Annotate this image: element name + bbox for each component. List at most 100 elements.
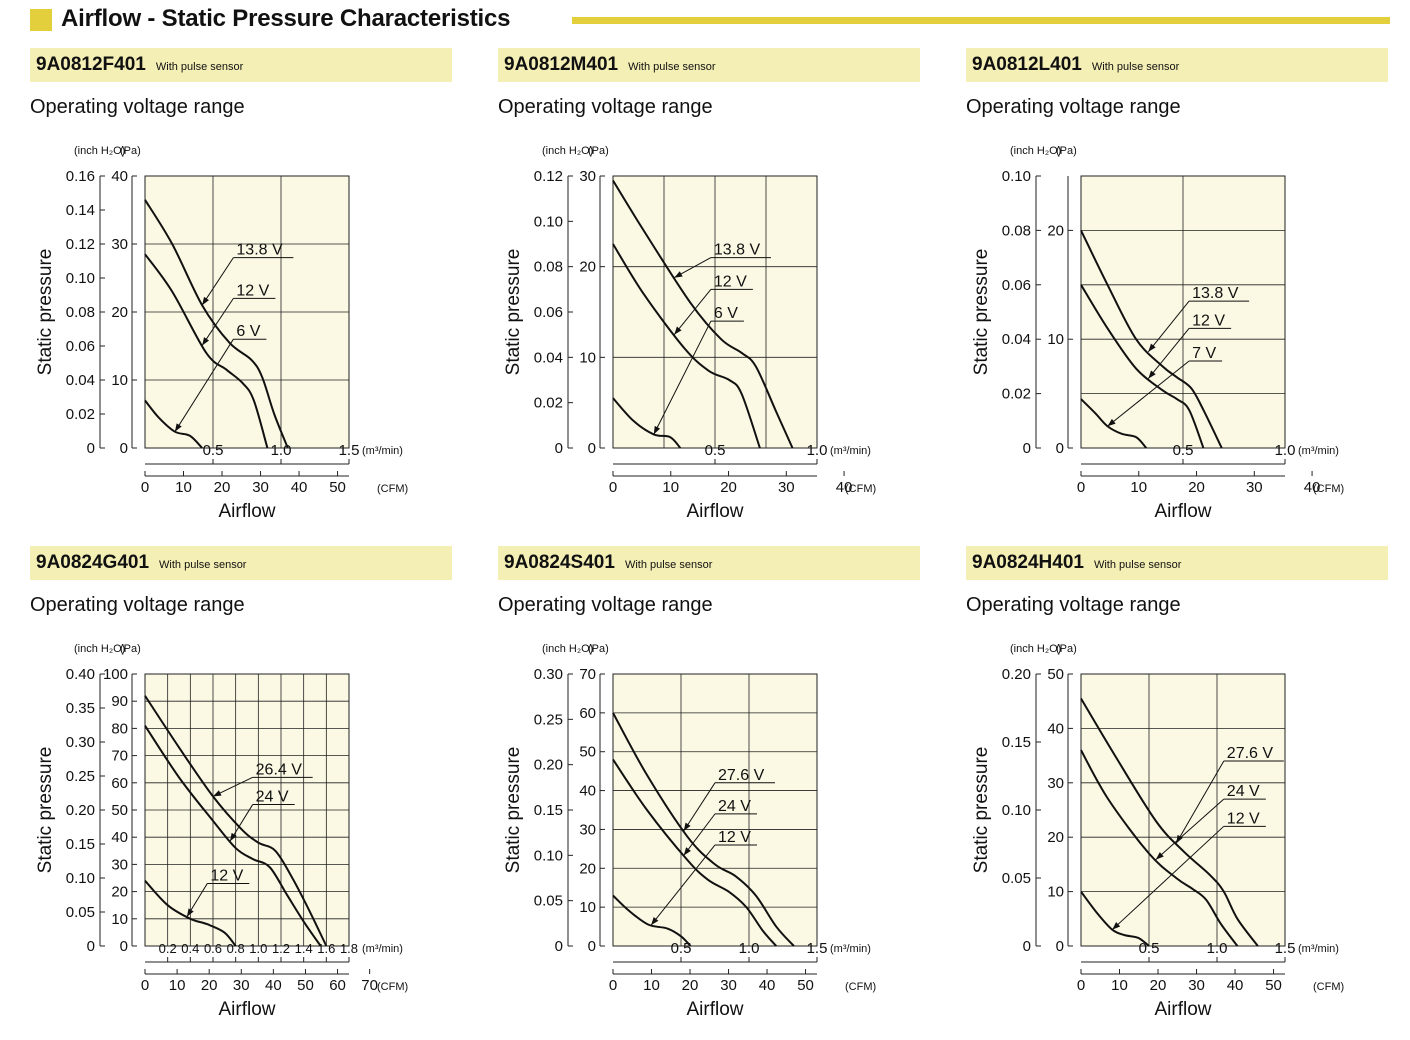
leader-line [673,289,712,335]
m3min-unit: (m³/min) [362,943,403,955]
inh2o-tick-label: 0 [555,440,563,457]
m3min-tick-label: 0.5 [671,940,692,957]
leader-arrowhead [683,847,691,856]
leader-line [683,813,716,856]
page-title: Airflow - Static Pressure Characteristic… [61,5,511,32]
inh2o-tick-label: 0.14 [66,202,95,219]
cfm-tick-label: 40 [759,977,776,994]
m3min-tick-label: 1.5 [339,442,360,459]
y-axis-title: Static pressure [35,747,56,874]
leader-arrowhead [1112,922,1121,930]
pa-tick-label: 60 [579,705,596,722]
pa-tick-label: 40 [111,829,128,846]
pa-tick-label: 50 [579,744,596,761]
inh2o-tick-label: 0.16 [66,168,95,185]
x-axis-title: Airflow [686,501,743,522]
m3min-tick-label: 0.5 [705,442,726,459]
inh2o-tick-label: 0.30 [66,734,95,751]
leader-arrowhead [186,908,194,917]
leader-line [653,320,712,435]
cfm-tick-label: 40 [265,977,282,994]
operating-voltage-label: Operating voltage range [498,594,713,616]
series-label: 12 V [718,829,751,846]
chart-panel-9a0824s401: 9A0824S401 With pulse sensor Operating vo… [498,546,938,1026]
inh2o-tick-label: 0.10 [66,870,95,887]
model-name: 9A0824H401 [972,552,1084,573]
leader-line [174,338,234,432]
m3min-unit: (m³/min) [362,445,403,457]
sensor-note: With pulse sensor [155,61,244,73]
leader-line [201,257,234,306]
m3min-tick-label: 1.0 [739,940,760,957]
chart-svg: (inch H₂O)(Pa) 0 10 20 30 40 50 60 70 0 0.05 0.10 0.… [503,643,876,1020]
leader-line [683,782,716,832]
y-unit-pa: (Pa) [588,643,609,655]
cfm-tick-label: 0 [609,977,617,994]
series-line [144,695,328,947]
leader-arrowhead [174,423,182,432]
m3min-tick-label: 0.5 [203,442,224,459]
pa-tick-label: 30 [111,856,128,873]
cfm-tick-label: 0 [1077,977,1085,994]
sensor-note: With pulse sensor [628,61,716,73]
cfm-unit: (CFM) [1313,483,1344,495]
inh2o-tick-label: 0 [1023,440,1031,457]
pa-tick-label: 20 [1047,829,1064,846]
sensor-note: With pulse sensor [1093,559,1182,571]
pa-tick-label: 60 [111,775,128,792]
y-unit-inh2o: (inch H₂O) [542,643,593,655]
leader-line [1155,798,1225,861]
y-axis-title: Static pressure [35,249,56,376]
model-bar: 9A0824S401 With pulse sensor [498,546,920,580]
cfm-tick-label: 10 [1130,479,1147,496]
y-unit-pa: (Pa) [588,145,609,157]
inh2o-tick-label: 0 [1023,938,1031,955]
m3min-tick-label: 1.6 [317,941,335,956]
series-line [612,180,794,449]
pa-tick-label: 10 [111,372,128,389]
chart-panel-9a0812m401: 9A0812M401 With pulse sensor Operating vo… [498,48,938,528]
series-label: 13.8 V [714,242,761,259]
leader-arrowhead [683,822,691,831]
series-label: 12 V [1227,810,1260,827]
m3min-tick-label: 1.2 [272,941,290,956]
inh2o-tick-label: 0.20 [1002,666,1031,683]
inh2o-tick-label: 0.08 [534,259,563,276]
pa-tick-label: 10 [111,911,128,928]
sensor-note: With pulse sensor [1091,61,1180,73]
pa-tick-label: 20 [111,304,128,321]
pa-tick-label: 100 [103,666,128,683]
inh2o-tick-label: 0.05 [66,904,95,921]
pa-tick-label: 30 [579,168,596,185]
inh2o-tick-label: 0.35 [66,700,95,717]
series-label: 6 V [236,323,260,340]
cfm-unit: (CFM) [1313,981,1344,993]
series-line [144,253,269,449]
series-label: 27.6 V [1227,745,1274,762]
m3min-unit: (m³/min) [830,445,871,457]
m3min-tick-label: 1.0 [249,941,267,956]
pa-tick-label: 70 [579,666,596,683]
cfm-unit: (CFM) [845,483,876,495]
inh2o-tick-label: 0.02 [1002,386,1031,403]
leader-arrowhead [1107,418,1116,427]
series-label: 13.8 V [1192,285,1239,302]
inh2o-tick-label: 0.08 [1002,222,1031,239]
leader-arrowhead [1155,852,1164,860]
chart-panel-9a0812l401: 9A0812L401 With pulse sensor Operating vo… [966,48,1406,528]
leader-arrowhead [202,337,210,346]
series-label: 26.4 V [256,761,303,778]
pa-tick-label: 30 [111,236,128,253]
m3min-tick-label: 1.8 [340,941,358,956]
y-unit-pa: (Pa) [1056,145,1077,157]
y-unit-inh2o: (inch H₂O) [1010,643,1061,655]
pa-tick-label: 30 [579,821,596,838]
cfm-tick-label: 50 [329,479,346,496]
leader-line [201,298,234,346]
inh2o-tick-label: 0.30 [534,666,563,683]
cfm-tick-label: 30 [778,479,795,496]
model-bar: 9A0824G401 With pulse sensor [30,546,452,580]
pa-tick-label: 10 [1047,331,1064,348]
pa-tick-label: 80 [111,720,128,737]
cfm-tick-label: 20 [720,479,737,496]
